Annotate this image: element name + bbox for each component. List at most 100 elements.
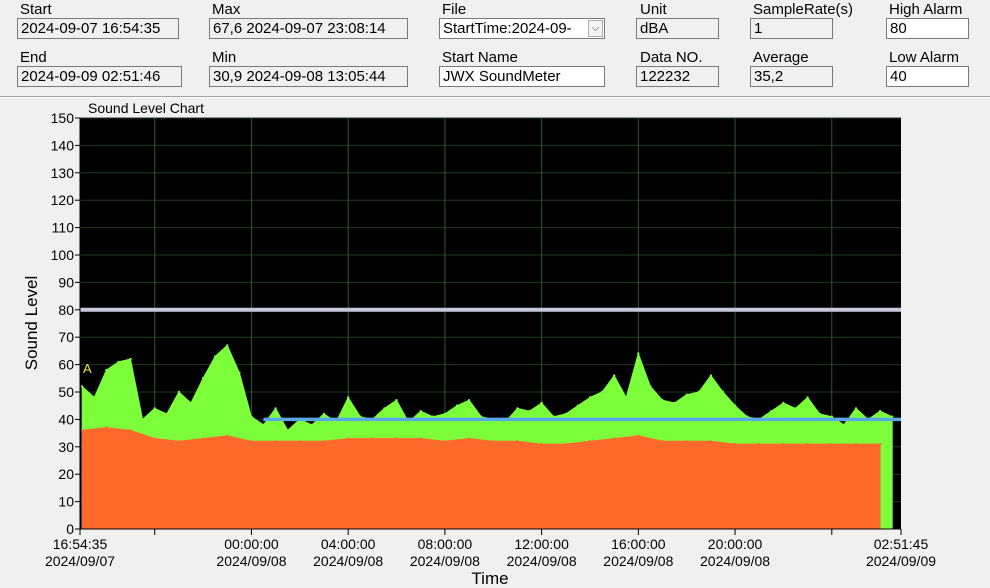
sound-level-point xyxy=(806,396,809,399)
low-alarm-field[interactable]: 40 xyxy=(886,66,969,87)
x-tick-date-label: 2024/09/08 xyxy=(603,553,673,569)
sound-level-point xyxy=(274,407,277,410)
minimum-level-point xyxy=(153,437,156,440)
sound-level-point xyxy=(613,374,616,377)
data-no-field[interactable]: 122232 xyxy=(636,66,719,87)
sound-level-point xyxy=(552,415,555,418)
unit-field[interactable]: dBA xyxy=(636,18,719,39)
sound-level-point xyxy=(649,385,652,388)
minimum-level-point xyxy=(105,426,108,429)
sound-level-point xyxy=(286,429,289,432)
y-tick-label: 30 xyxy=(58,439,74,455)
sound-level-point xyxy=(733,404,737,407)
high-alarm-label: High Alarm xyxy=(889,1,963,18)
start-field[interactable]: 2024-09-07 16:54:35 xyxy=(17,18,179,39)
minimum-level-point xyxy=(201,437,205,440)
sound-level-point xyxy=(528,410,531,413)
x-tick-label: 20:00:00 xyxy=(708,536,763,552)
chevron-down-icon[interactable]: ⌵ xyxy=(588,20,603,37)
minimum-level-point xyxy=(733,442,737,446)
end-field[interactable]: 2024-09-09 02:51:46 xyxy=(17,66,182,87)
y-tick-label: 50 xyxy=(58,384,74,400)
sound-level-point xyxy=(637,352,640,355)
minimum-level-point xyxy=(661,440,664,443)
file-select[interactable]: StartTime:2024-09- ⌵ xyxy=(439,18,605,39)
sound-level-point xyxy=(794,407,797,410)
x-tick-label: 12:00:00 xyxy=(514,536,569,552)
max-field[interactable]: 67,6 2024-09-07 23:08:14 xyxy=(209,18,408,39)
sound-level-point xyxy=(322,412,326,416)
high-alarm-field[interactable]: 80 xyxy=(886,18,969,39)
x-tick-label: 16:54:35 xyxy=(53,536,108,552)
x-tick-label: 16:00:00 xyxy=(611,536,666,552)
sound-level-point xyxy=(818,412,821,416)
sound-level-point xyxy=(262,423,265,427)
y-tick-label: 120 xyxy=(51,192,75,208)
start-label: Start xyxy=(20,1,52,18)
y-tick-label: 150 xyxy=(51,110,75,126)
sound-level-point xyxy=(395,399,398,402)
sound-level-point xyxy=(842,423,846,427)
sound-level-point xyxy=(564,412,567,416)
sound-level-point xyxy=(878,410,882,413)
minimum-level-point xyxy=(467,437,471,440)
minimum-level-point xyxy=(878,442,882,446)
minimum-level-point xyxy=(177,440,181,443)
minimum-level-point xyxy=(395,437,398,440)
sound-level-point xyxy=(93,396,96,399)
minimum-level-point xyxy=(492,440,495,443)
y-tick-label: 20 xyxy=(58,466,74,482)
sound-level-point xyxy=(189,401,193,405)
chart-title: Sound Level Chart xyxy=(88,100,204,116)
unit-label: Unit xyxy=(640,1,667,18)
min-label: Min xyxy=(212,49,237,66)
y-tick-label: 140 xyxy=(51,137,75,153)
sound-level-point xyxy=(129,357,132,361)
minimum-level-point xyxy=(854,442,858,446)
y-tick-label: 110 xyxy=(52,220,75,236)
sound-level-point xyxy=(661,399,664,402)
sound-level-point xyxy=(600,390,604,394)
min-field[interactable]: 30,9 2024-09-08 13:05:44 xyxy=(209,66,408,87)
minimum-level-point xyxy=(322,440,326,443)
minimum-level-point xyxy=(709,440,713,443)
average-field[interactable]: 35,2 xyxy=(750,66,833,87)
x-tick-date-label: 2024/09/08 xyxy=(216,553,286,569)
x-tick-date-label: 2024/09/08 xyxy=(700,553,770,569)
sound-level-point xyxy=(685,393,688,396)
marker-label: A xyxy=(83,361,92,376)
minimum-level-point xyxy=(564,442,567,446)
minimum-level-point xyxy=(588,440,592,443)
x-ticks: 16:54:352024/09/0700:00:002024/09/0804:0… xyxy=(45,529,936,569)
x-tick-date-label: 2024/09/08 xyxy=(313,553,383,569)
x-axis-label: Time xyxy=(471,569,508,588)
minimum-level-point xyxy=(371,437,374,440)
minimum-level-point xyxy=(613,437,616,440)
x-tick-label: 08:00:00 xyxy=(418,536,473,552)
file-label: File xyxy=(442,1,467,18)
header-separator xyxy=(0,96,990,98)
average-label: Average xyxy=(753,49,809,66)
minimum-level-point xyxy=(540,442,543,446)
sound-level-point xyxy=(359,415,362,418)
sound-level-point xyxy=(516,407,519,410)
minimum-level-point xyxy=(129,429,132,432)
sound-level-point xyxy=(782,401,785,405)
sound-level-point xyxy=(830,415,833,418)
x-tick-label: 04:00:00 xyxy=(321,536,376,552)
sound-level-point xyxy=(177,390,181,394)
sound-level-point xyxy=(250,415,253,418)
max-label: Max xyxy=(212,1,241,18)
sound-level-point xyxy=(226,344,229,347)
sound-level-point xyxy=(746,415,749,418)
sound-level-point xyxy=(540,401,543,405)
start-name-field[interactable]: JWX SoundMeter xyxy=(439,66,605,87)
x-tick-date-label: 2024/09/08 xyxy=(410,553,480,569)
y-tick-label: 40 xyxy=(58,411,74,427)
sound-level-point xyxy=(201,377,205,380)
y-tick-label: 70 xyxy=(58,329,74,345)
end-label: End xyxy=(20,49,47,66)
sound-level-point xyxy=(721,390,725,394)
minimum-level-point xyxy=(806,442,809,446)
sample-rate-field[interactable]: 1 xyxy=(750,18,833,39)
